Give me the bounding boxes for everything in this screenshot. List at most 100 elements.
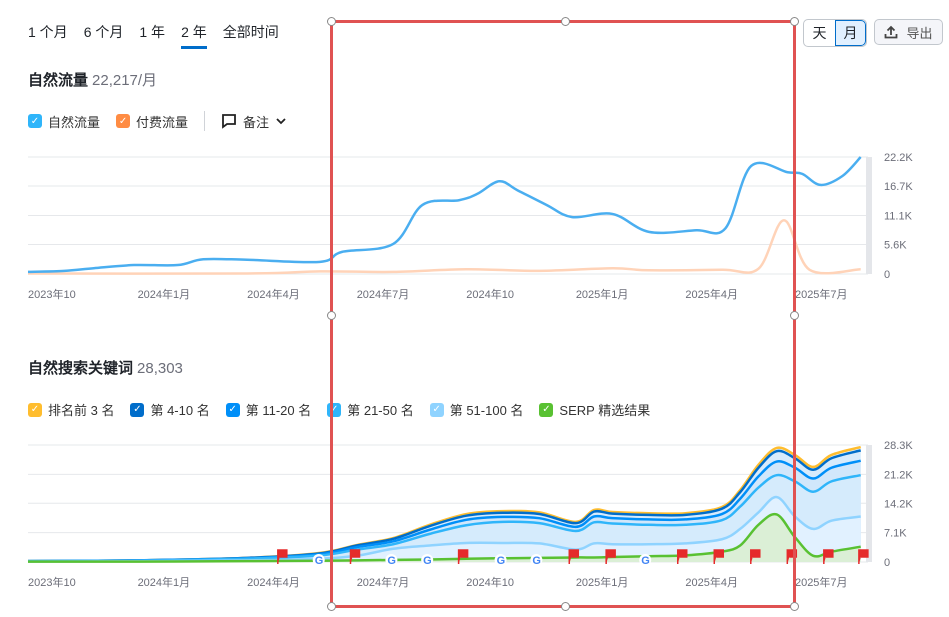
resize-handle[interactable] bbox=[327, 311, 336, 320]
flag-marker-icon[interactable] bbox=[349, 549, 361, 564]
checkbox-icon: ✓ bbox=[28, 114, 42, 128]
export-button[interactable]: 导出 bbox=[874, 19, 943, 45]
chevron-down-icon bbox=[276, 118, 286, 125]
flag-marker-icon[interactable] bbox=[568, 549, 580, 564]
resize-handle[interactable] bbox=[790, 17, 799, 26]
traffic-title-text: 自然流量 bbox=[28, 72, 89, 89]
google-update-icon[interactable]: G bbox=[639, 554, 652, 567]
tab-all-time[interactable]: 全部时间 bbox=[222, 24, 279, 40]
x-tick-label: 2024年4月 bbox=[247, 287, 300, 301]
keywords-title: 自然搜索关键词 28,303 bbox=[28, 357, 183, 378]
flag-marker-icon[interactable] bbox=[457, 549, 469, 564]
legend-item[interactable]: ✓ 第 4-10 名 bbox=[130, 400, 210, 419]
keywords-value: 28,303 bbox=[137, 360, 183, 377]
google-update-icon[interactable]: G bbox=[421, 554, 434, 567]
y-tick-label: 28.3K bbox=[884, 440, 913, 452]
x-tick-label: 2025年7月 bbox=[795, 287, 848, 301]
legend-paid[interactable]: ✓ 付费流量 bbox=[116, 112, 188, 131]
y-tick-label: 22.2K bbox=[884, 152, 913, 164]
x-tick-label: 2024年7月 bbox=[357, 287, 410, 301]
tab-1-year[interactable]: 1 年 bbox=[139, 24, 166, 40]
legend-organic[interactable]: ✓ 自然流量 bbox=[28, 112, 100, 131]
legend-item[interactable]: ✓ SERP 精选结果 bbox=[539, 400, 650, 419]
flag-marker-icon[interactable] bbox=[823, 549, 834, 564]
google-bg bbox=[494, 554, 507, 566]
checkbox-icon: ✓ bbox=[130, 402, 145, 417]
google-glyph: G bbox=[497, 555, 506, 567]
resize-handle[interactable] bbox=[561, 17, 570, 26]
notes-dropdown[interactable]: 备注 bbox=[221, 112, 287, 131]
traffic-title: 自然流量 22,217/月 bbox=[28, 69, 157, 90]
flag-marker-icon[interactable] bbox=[277, 549, 288, 564]
month-button[interactable]: 月 bbox=[835, 20, 866, 46]
tab-1-month[interactable]: 1 个月 bbox=[28, 24, 68, 40]
resize-handle[interactable] bbox=[790, 311, 799, 320]
tab-2-years[interactable]: 2 年 bbox=[181, 22, 207, 49]
keywords-title-text: 自然搜索关键词 bbox=[28, 360, 134, 377]
x-tick-label: 2024年10 bbox=[466, 287, 514, 301]
checkbox-icon: ✓ bbox=[429, 402, 444, 417]
series-line-paid bbox=[27, 218, 861, 275]
tab-6-months[interactable]: 6 个月 bbox=[83, 24, 124, 40]
google-bg bbox=[312, 554, 325, 566]
legend-label: SERP 精选结果 bbox=[559, 403, 651, 418]
checkbox-icon: ✓ bbox=[28, 402, 42, 417]
legend-item[interactable]: ✓ 第 51-100 名 bbox=[429, 400, 524, 419]
y-tick-label: 0 bbox=[884, 557, 890, 569]
flag-shape bbox=[277, 549, 288, 564]
google-bg bbox=[639, 554, 652, 566]
checkbox-icon: ✓ bbox=[327, 402, 342, 417]
legend-item[interactable]: ✓ 排名前 3 名 bbox=[28, 400, 114, 419]
legend-label: 第 51-100 名 bbox=[449, 403, 524, 418]
x-tick-label: 2025年1月 bbox=[576, 287, 629, 301]
checkbox-icon: ✓ bbox=[116, 114, 131, 128]
divider bbox=[204, 111, 206, 131]
flag-marker-icon[interactable] bbox=[750, 549, 761, 564]
legend-label: 第 21-50 名 bbox=[347, 403, 414, 418]
google-bg bbox=[421, 554, 434, 566]
flag-marker-icon[interactable] bbox=[605, 549, 616, 564]
google-update-icon[interactable]: G bbox=[312, 554, 325, 567]
flag-marker-icon[interactable] bbox=[676, 549, 688, 564]
y-tick-label: 0 bbox=[884, 269, 890, 281]
series-area bbox=[28, 475, 861, 562]
google-glyph: G bbox=[641, 555, 650, 567]
x-tick-label: 2025年1月 bbox=[576, 575, 629, 589]
flag-marker-icon[interactable] bbox=[713, 549, 725, 564]
google-bg bbox=[385, 554, 398, 566]
google-bg bbox=[530, 554, 543, 566]
x-tick-label: 2023年10 bbox=[28, 575, 76, 589]
flag-shape bbox=[568, 549, 580, 564]
x-tick-label: 2024年4月 bbox=[247, 575, 300, 589]
google-glyph: G bbox=[532, 555, 541, 567]
x-tick-label: 2023年10 bbox=[28, 287, 76, 301]
y-tick-label: 5.6K bbox=[884, 239, 907, 251]
flag-shape bbox=[457, 549, 469, 564]
google-update-icon[interactable]: G bbox=[494, 554, 507, 567]
google-glyph: G bbox=[315, 555, 324, 567]
day-button[interactable]: 天 bbox=[812, 25, 827, 41]
legend-label: 自然流量 bbox=[48, 114, 101, 130]
google-update-icon[interactable]: G bbox=[385, 554, 398, 567]
y-tick-label: 16.7K bbox=[884, 181, 913, 193]
notes-label: 备注 bbox=[243, 114, 270, 130]
resize-handle[interactable] bbox=[327, 17, 336, 26]
flag-marker-icon[interactable] bbox=[858, 549, 869, 564]
keywords-legend: ✓ 排名前 3 名 ✓ 第 4-10 名 ✓ 第 11-20 名 ✓ 第 21-50 名 ✓ 第 … bbox=[28, 400, 666, 419]
flag-shape bbox=[713, 549, 725, 564]
x-tick-label: 2024年1月 bbox=[138, 575, 191, 589]
google-update-icon[interactable]: G bbox=[530, 554, 543, 567]
y-tick-label: 14.2K bbox=[884, 498, 913, 510]
date-range-tabs: 1 个月 6 个月 1 年 2 年 全部时间 bbox=[28, 22, 279, 49]
resize-handle[interactable] bbox=[790, 602, 799, 611]
comment-icon bbox=[222, 114, 236, 129]
series-area bbox=[28, 514, 861, 562]
flag-shape bbox=[605, 549, 616, 564]
scroll-edge bbox=[866, 445, 872, 562]
resize-handle[interactable] bbox=[561, 602, 570, 611]
legend-item[interactable]: ✓ 第 21-50 名 bbox=[327, 400, 414, 419]
upload-icon bbox=[885, 25, 898, 39]
legend-item[interactable]: ✓ 第 11-20 名 bbox=[225, 400, 311, 419]
y-tick-label: 21.2K bbox=[884, 469, 913, 481]
resize-handle[interactable] bbox=[327, 602, 336, 611]
